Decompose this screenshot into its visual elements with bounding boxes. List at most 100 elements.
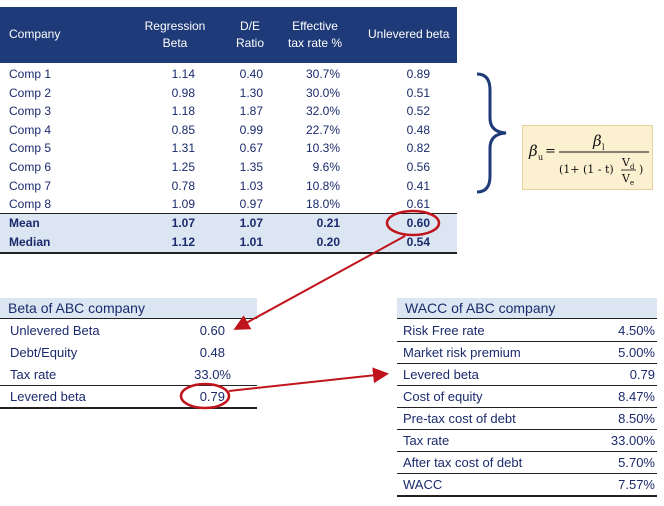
table-row: Levered beta 0.79 xyxy=(393,364,657,386)
row-label: Tax rate xyxy=(403,433,450,448)
row-value: 33.0% xyxy=(194,367,231,382)
unlevered-beta: 0.61 xyxy=(406,197,430,211)
formula-lhs-sub: u xyxy=(538,153,543,162)
formula-ve-sub: e xyxy=(630,179,634,187)
unlevered-beta: 0.82 xyxy=(406,141,430,155)
divider xyxy=(397,495,657,497)
summary-label: Mean xyxy=(9,216,40,230)
row-value: 0.79 xyxy=(629,367,655,382)
regression-beta: 1.25 xyxy=(171,160,195,174)
company-name: Comp 7 xyxy=(9,179,52,193)
wacc-table-title: WACC of ABC company xyxy=(397,298,657,318)
table-row: Comp 3 1.18 1.87 32.0% 0.52 xyxy=(0,102,457,121)
divider xyxy=(0,213,457,214)
highlight-circle-levered xyxy=(179,382,231,410)
mean-unlevered-beta: 0.60 xyxy=(406,216,430,230)
row-value: 33.00% xyxy=(610,433,655,448)
company-name: Comp 3 xyxy=(9,104,52,118)
table-row: Pre-tax cost of debt 8.50% xyxy=(393,408,657,430)
beta-table-title: Beta of ABC company xyxy=(0,298,257,318)
median-tax: 0.20 xyxy=(316,235,340,249)
de-ratio: 1.03 xyxy=(239,179,263,193)
regression-beta: 1.14 xyxy=(171,67,195,81)
formula-graphic: β u = β l (1+ (1 - t) V d V e ) xyxy=(528,132,649,187)
table-row: Risk Free rate 4.50% xyxy=(393,320,657,342)
divider xyxy=(397,341,657,342)
regression-beta: 1.18 xyxy=(171,104,195,118)
formula-ve: V xyxy=(621,172,631,185)
row-value: 8.50% xyxy=(618,411,655,426)
regression-beta: 1.31 xyxy=(171,141,195,155)
mean-tax: 0.21 xyxy=(316,216,340,230)
table-row: After tax cost of debt 5.70% xyxy=(393,452,657,474)
header-unlevered-beta: Unlevered beta xyxy=(368,27,450,41)
highlight-circle-mean xyxy=(385,209,441,237)
table-row: Cost of equity 8.47% xyxy=(393,386,657,408)
de-ratio: 1.87 xyxy=(239,104,263,118)
comparables-header: Company Regression Beta D/E Ratio Effect… xyxy=(0,7,457,63)
formula-close-paren: ) xyxy=(639,163,643,176)
header-company: Company xyxy=(9,27,61,41)
mean-row: Mean 1.07 1.07 0.21 0.60 xyxy=(0,214,457,233)
divider xyxy=(397,363,657,364)
divider xyxy=(0,385,257,386)
row-label: Levered beta xyxy=(10,389,86,404)
de-ratio: 1.30 xyxy=(239,86,263,100)
company-name: Comp 8 xyxy=(9,197,52,211)
row-label: Risk Free rate xyxy=(403,323,485,338)
formula-lhs: β xyxy=(528,142,538,160)
company-name: Comp 4 xyxy=(9,123,52,137)
tax-rate: 18.0% xyxy=(305,197,340,211)
row-label: Pre-tax cost of debt xyxy=(403,411,516,426)
tax-rate: 30.7% xyxy=(305,67,340,81)
median-row: Median 1.12 1.01 0.20 0.54 xyxy=(0,233,457,252)
unlevered-beta-formula: β u = β l (1+ (1 - t) V d V e ) xyxy=(522,125,653,190)
company-name: Comp 1 xyxy=(9,67,52,81)
divider xyxy=(0,318,257,319)
row-label: Unlevered Beta xyxy=(10,323,100,338)
formula-vd-sub: d xyxy=(630,163,635,171)
company-name: Comp 2 xyxy=(9,86,52,100)
divider xyxy=(0,252,457,254)
row-value: 5.00% xyxy=(618,345,655,360)
tax-rate: 22.7% xyxy=(305,123,340,137)
tax-rate: 10.3% xyxy=(305,141,340,155)
mean-de: 1.07 xyxy=(239,216,263,230)
divider xyxy=(0,407,257,409)
row-value: 5.70% xyxy=(618,455,655,470)
row-label: WACC xyxy=(403,477,443,492)
table-row: Tax rate 33.00% xyxy=(393,430,657,452)
table-row: Comp 5 1.31 0.67 10.3% 0.82 xyxy=(0,139,457,158)
de-ratio: 0.40 xyxy=(239,67,263,81)
unlevered-beta: 0.51 xyxy=(406,86,430,100)
regression-beta: 1.09 xyxy=(171,197,195,211)
formula-equals: = xyxy=(545,144,556,159)
divider xyxy=(397,385,657,386)
company-name: Comp 5 xyxy=(9,141,52,155)
row-value: 8.47% xyxy=(618,389,655,404)
row-value: 0.60 xyxy=(199,323,225,338)
row-label: Tax rate xyxy=(10,367,57,382)
table-row: WACC 7.57% xyxy=(393,474,657,496)
unlevered-beta: 0.48 xyxy=(406,123,430,137)
unlevered-beta: 0.56 xyxy=(406,160,430,174)
de-ratio: 0.99 xyxy=(239,123,263,137)
header-tax-rate: Effective tax rate % xyxy=(287,19,343,50)
table-row: Comp 2 0.98 1.30 30.0% 0.51 xyxy=(0,84,457,103)
de-ratio: 0.97 xyxy=(239,197,263,211)
company-name: Comp 6 xyxy=(9,160,52,174)
divider xyxy=(397,429,657,430)
wacc-value: 7.57% xyxy=(618,477,655,492)
row-value: 4.50% xyxy=(618,323,655,338)
arrow-icon xyxy=(228,367,389,392)
median-unlevered-beta: 0.54 xyxy=(406,235,430,249)
row-value: 0.48 xyxy=(199,345,225,360)
table-row: Comp 7 0.78 1.03 10.8% 0.41 xyxy=(0,177,457,196)
table-row: Unlevered Beta 0.60 xyxy=(0,320,257,342)
row-label: Debt/Equity xyxy=(10,345,78,360)
median-beta: 1.12 xyxy=(171,235,195,249)
table-row: Comp 6 1.25 1.35 9.6% 0.56 xyxy=(0,158,457,177)
formula-vd: V xyxy=(621,156,631,169)
de-ratio: 0.67 xyxy=(239,141,263,155)
